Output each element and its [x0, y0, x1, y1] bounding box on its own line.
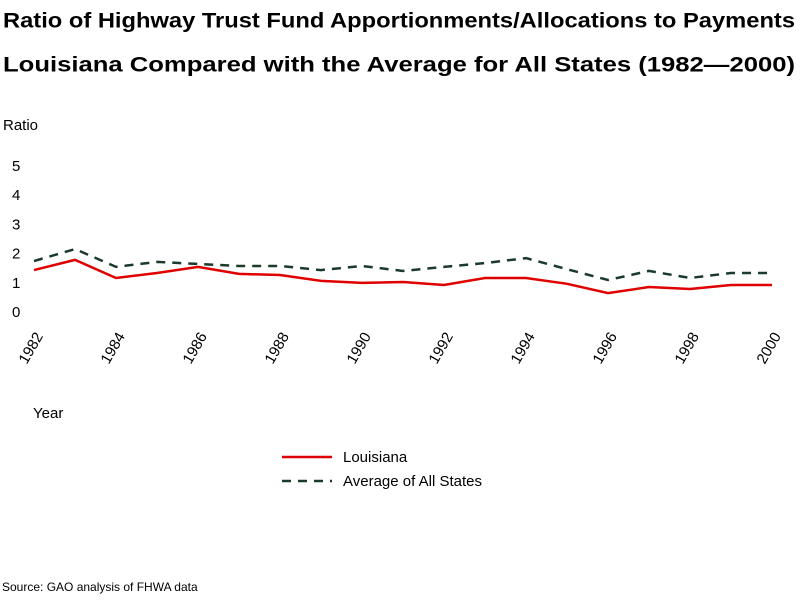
- legend-label: Louisiana: [343, 449, 408, 466]
- data-line: [33, 258, 772, 295]
- x-axis-label: Year: [33, 405, 63, 422]
- y-tick-label: 0: [12, 304, 20, 321]
- x-tick-label: 1994: [507, 329, 538, 366]
- source-note: Source: GAO analysis of FHWA data: [2, 580, 198, 594]
- x-tick-label: 1996: [589, 329, 620, 366]
- x-tick-label: 1988: [261, 329, 292, 366]
- chart-title: Ratio of Highway Trust Fund Apportionmen…: [3, 10, 795, 33]
- x-tick-label: 2000: [753, 329, 784, 366]
- x-tick-label: 1982: [15, 329, 46, 366]
- y-axis-label: Ratio: [3, 117, 38, 134]
- x-tick-label: 1998: [671, 329, 702, 366]
- x-tick-label: 1992: [425, 329, 456, 366]
- y-tick-label: 4: [12, 187, 20, 204]
- x-tick-label: 1990: [343, 329, 374, 366]
- y-tick-label: 3: [12, 216, 20, 233]
- y-tick-label: 2: [12, 246, 20, 263]
- chart-subtitle: Louisiana Compared with the Average for …: [3, 54, 795, 77]
- y-tick-label: 1: [12, 275, 20, 292]
- x-tick-label: 1984: [97, 329, 128, 366]
- legend-label: Average of All States: [343, 473, 482, 490]
- x-tick-label: 1986: [179, 329, 210, 366]
- data-line: [33, 247, 772, 282]
- y-tick-label: 5: [12, 158, 20, 175]
